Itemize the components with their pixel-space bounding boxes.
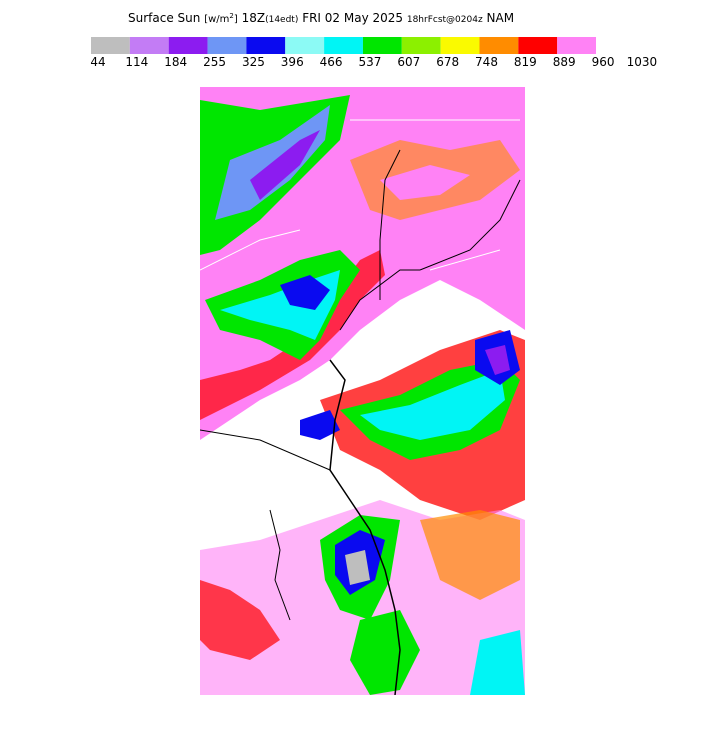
color-legend: 44 114 184 255 325 396 466 537 607 678 748 819 889 96… xyxy=(90,37,657,69)
legend-swatch xyxy=(91,37,130,54)
title-text: Surface Sun xyxy=(128,11,200,25)
legend-swatch xyxy=(168,37,208,54)
units-power: 2 xyxy=(229,12,233,20)
units: ] xyxy=(234,14,238,25)
legend-swatch xyxy=(479,37,519,54)
legend-label: 255 xyxy=(203,55,226,69)
title: Surface Sun [w/m2] 18Z(14edt) FRI 02 May… xyxy=(128,11,514,25)
field xyxy=(200,87,525,695)
legend-swatch xyxy=(246,37,286,54)
legend-swatch xyxy=(518,37,558,54)
legend-label: 325 xyxy=(242,55,265,69)
legend-label: 960 xyxy=(592,55,615,69)
legend-label: 748 xyxy=(475,55,498,69)
legend-label: 1030 xyxy=(627,55,658,69)
date: FRI 02 May 2025 xyxy=(302,11,403,25)
local-time: (14edt) xyxy=(265,15,298,25)
map xyxy=(200,87,525,695)
legend-swatch xyxy=(324,37,363,54)
valid-time: 18Z xyxy=(242,11,266,25)
legend-label: 466 xyxy=(320,55,343,69)
units: [w/m xyxy=(204,14,229,25)
legend-label: 678 xyxy=(436,55,459,69)
forecast: 18hrFcst@0204z xyxy=(407,15,483,25)
legend-swatch xyxy=(362,37,402,54)
legend-swatch xyxy=(285,37,325,54)
legend-swatch xyxy=(401,37,441,54)
legend-label: 537 xyxy=(358,55,381,69)
legend-label: 889 xyxy=(553,55,576,69)
legend-label: 114 xyxy=(125,55,148,69)
legend-swatch xyxy=(596,37,635,54)
model: NAM xyxy=(487,11,515,25)
legend-label: 819 xyxy=(514,55,537,69)
legend-swatch xyxy=(557,37,597,54)
legend-swatch xyxy=(440,37,480,54)
legend-label: 607 xyxy=(397,55,420,69)
legend-swatch xyxy=(207,37,247,54)
legend-label: 44 xyxy=(90,55,105,69)
legend-swatch xyxy=(129,37,169,54)
legend-label: 396 xyxy=(281,55,304,69)
legend-label: 184 xyxy=(164,55,187,69)
